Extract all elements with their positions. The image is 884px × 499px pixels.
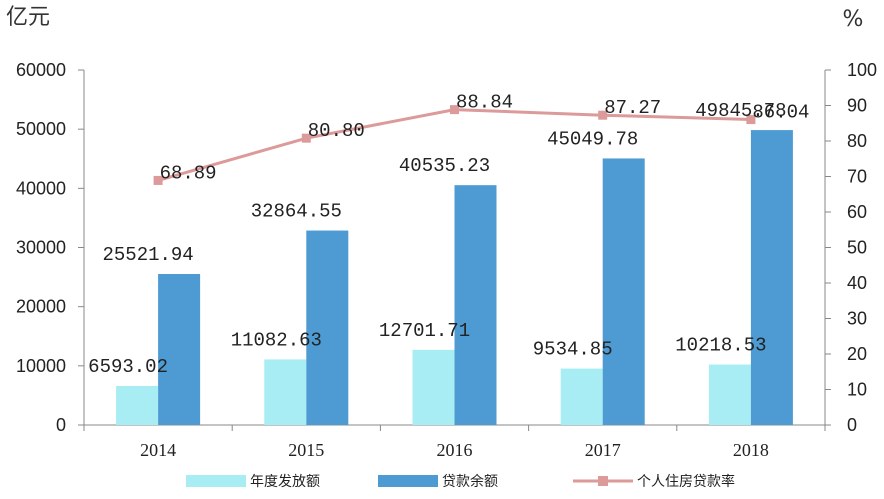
rate-point-marker	[598, 110, 608, 120]
y-right-tick-label: 10	[847, 380, 867, 400]
loan-balance-data-label: 40535.23	[399, 155, 490, 177]
loan-balance-data-label: 32864.55	[251, 201, 342, 223]
y-left-tick-label: 60000	[16, 60, 66, 80]
y-left-tick-label: 20000	[16, 297, 66, 317]
x-tick-label: 2018	[733, 440, 769, 460]
bars	[116, 130, 793, 425]
annual-issuance-data-label: 10218.53	[675, 335, 766, 357]
legend-annual-issuance-swatch	[186, 475, 246, 487]
rate-point-marker	[153, 175, 163, 185]
legend-loan-balance-label: 贷款余额	[442, 473, 498, 490]
annual-issuance-data-label: 12701.71	[379, 320, 470, 342]
y-left-tick-label: 30000	[16, 238, 66, 258]
legend: 年度发放额 贷款余额 个人住房贷款率	[186, 473, 735, 490]
y-right-tick-label: 40	[847, 273, 867, 293]
loan-balance-data-label: 45049.78	[547, 128, 638, 150]
rate-data-label: 86.04	[752, 102, 809, 124]
rate-point-marker	[301, 133, 311, 143]
loan-balance-bar	[158, 273, 201, 425]
annual-issuance-bar	[560, 368, 603, 425]
legend-annual-issuance-label: 年度发放额	[250, 474, 320, 490]
y-right-tick-label: 60	[847, 202, 867, 222]
y-left-tick-label: 40000	[16, 178, 66, 198]
loan-balance-bar	[750, 130, 793, 425]
y-left-unit-label: 亿元	[6, 5, 50, 30]
annual-issuance-data-label: 11082.63	[231, 329, 322, 351]
y-right-tick-label: 0	[847, 415, 857, 435]
loan-balance-bar	[602, 158, 645, 425]
legend-housing-loan-rate-label: 个人住房贷款率	[637, 473, 735, 490]
y-left-tick-label: 10000	[16, 356, 66, 376]
x-tick-label: 2015	[288, 440, 324, 460]
annual-issuance-data-label: 9534.85	[533, 339, 613, 361]
x-tick-label: 2016	[437, 440, 473, 460]
annual-issuance-bar	[264, 359, 307, 425]
loan-balance-bar	[306, 230, 349, 425]
y-left-tick-label: 0	[56, 415, 66, 435]
annual-issuance-bar	[708, 364, 751, 425]
y-right-tick-label: 30	[847, 309, 867, 329]
rate-data-label: 80.80	[308, 120, 365, 142]
y-right-tick-label: 100	[847, 60, 877, 80]
loan-balance-data-label: 49845.78	[695, 100, 786, 122]
rate-data-label: 87.27	[604, 97, 661, 119]
y-right-tick-label: 20	[847, 344, 867, 364]
rate-data-label: 88.84	[456, 92, 513, 114]
axes: 0 10000 20000 30000 40000 50000 60000 0 10 20 30 40…	[16, 60, 877, 460]
y-right-tick-label: 90	[847, 96, 867, 116]
y-right-unit-label: %	[843, 7, 864, 32]
data-labels: 6593.02 11082.63 12701.71 9534.85 10218.53 25…	[88, 92, 809, 378]
y-right-tick-label: 80	[847, 131, 867, 151]
x-tick-label: 2014	[140, 440, 176, 460]
y-right-tick-label: 70	[847, 167, 867, 187]
annual-issuance-bar	[116, 385, 159, 425]
rate-line	[153, 105, 756, 185]
legend-housing-loan-rate-marker	[598, 476, 608, 486]
rate-point-marker	[450, 105, 459, 115]
annual-issuance-bar	[412, 349, 455, 425]
rate-point-marker	[746, 115, 756, 125]
loan-balance-data-label: 25521.94	[102, 244, 193, 266]
y-left-tick-label: 50000	[16, 119, 66, 139]
rate-data-label: 68.89	[160, 162, 217, 184]
annual-issuance-data-label: 6593.02	[88, 356, 168, 378]
y-right-tick-label: 50	[847, 238, 867, 258]
loan-balance-bar	[454, 185, 497, 425]
legend-loan-balance-swatch	[378, 475, 438, 487]
x-tick-label: 2017	[585, 440, 621, 460]
